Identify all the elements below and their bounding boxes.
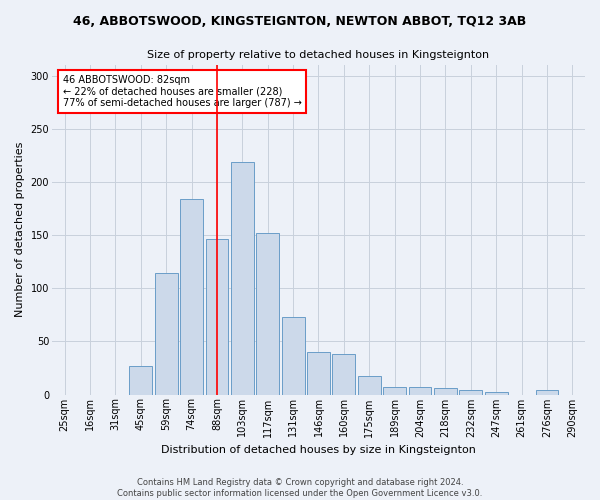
Bar (180, 199, 203, 394)
Bar (281, 317, 305, 394)
Bar (460, 390, 482, 394)
Title: Size of property relative to detached houses in Kingsteignton: Size of property relative to detached ho… (148, 50, 490, 60)
Bar (206, 240, 229, 394)
Bar (307, 352, 330, 395)
Bar (383, 387, 406, 394)
Bar (409, 387, 431, 394)
Bar (130, 366, 152, 394)
Bar (256, 233, 279, 394)
Text: 46, ABBOTSWOOD, KINGSTEIGNTON, NEWTON ABBOT, TQ12 3AB: 46, ABBOTSWOOD, KINGSTEIGNTON, NEWTON AB… (73, 15, 527, 28)
Bar (332, 354, 355, 395)
Text: 46 ABBOTSWOOD: 82sqm
← 22% of detached houses are smaller (228)
77% of semi-deta: 46 ABBOTSWOOD: 82sqm ← 22% of detached h… (62, 75, 301, 108)
Bar (434, 388, 457, 394)
Y-axis label: Number of detached properties: Number of detached properties (15, 142, 25, 318)
Bar (536, 390, 559, 394)
Bar (358, 376, 380, 394)
Text: Contains HM Land Registry data © Crown copyright and database right 2024.
Contai: Contains HM Land Registry data © Crown c… (118, 478, 482, 498)
Bar (155, 274, 178, 394)
Bar (231, 162, 254, 394)
Bar (485, 392, 508, 394)
X-axis label: Distribution of detached houses by size in Kingsteignton: Distribution of detached houses by size … (161, 445, 476, 455)
